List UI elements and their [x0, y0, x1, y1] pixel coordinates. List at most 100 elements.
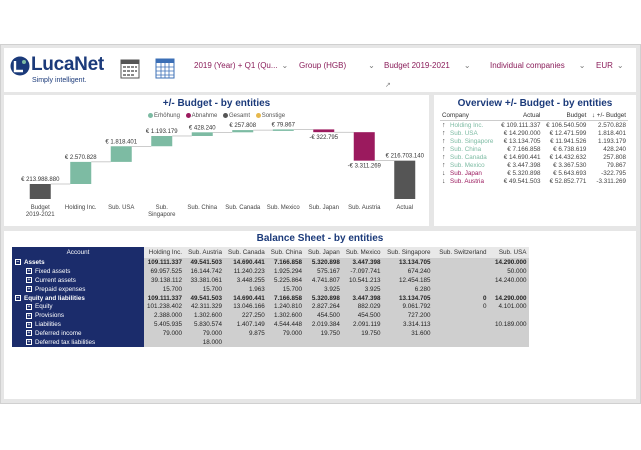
calendar-icon[interactable] [120, 57, 140, 79]
expand-icon[interactable]: + [26, 312, 32, 319]
account-cell: + Deferred tax liabilities [12, 338, 144, 347]
waterfall-bar[interactable] [110, 146, 132, 162]
overview-budget: € 5.643.693 [553, 169, 587, 177]
plan-value: Budget 2019-2021 [384, 61, 450, 70]
balance-cell: 79.000 [185, 329, 226, 339]
balance-col-header[interactable]: Sub. China [267, 247, 305, 258]
balance-cell [144, 338, 186, 347]
balance-cell: 1.963 [225, 284, 268, 294]
balance-col-header[interactable]: Account [12, 247, 144, 258]
collapse-icon[interactable]: − [15, 294, 21, 301]
currency-dropdown[interactable]: EUR ⌄ [596, 61, 624, 75]
balance-cell: 33.381.061 [185, 275, 226, 285]
legend-dot [223, 113, 228, 118]
arrow-down-icon: ↓ [442, 177, 446, 185]
balance-cell: 19.750 [342, 329, 384, 339]
balance-cell: 9.875 [225, 329, 268, 339]
overview-row[interactable]: ↑ Sub. China € 7.166.858 € 6.738.619 428.240 [440, 145, 628, 153]
account-cell: − Assets [12, 258, 144, 267]
expand-icon[interactable]: + [26, 339, 32, 346]
balance-cell: 5.225.864 [267, 275, 305, 285]
legend-item-decrease: Abnahme [185, 113, 217, 119]
overview-row[interactable]: ↑ Sub. USA € 14.290.000 € 12.471.599 1.818.4… [440, 129, 628, 137]
waterfall-bar[interactable] [191, 132, 213, 136]
balance-cell [433, 311, 490, 321]
expand-icon[interactable]: + [26, 321, 32, 328]
overview-row[interactable]: ↑ Sub. Canada € 14.690.441 € 14.432.632 257.… [440, 153, 628, 161]
account-label: Provisions [35, 312, 65, 320]
balance-title: Balance Sheet - by entities [256, 233, 384, 244]
balance-cell: 10.189.000 [489, 320, 530, 330]
overview-row[interactable]: ↓ Sub. Japan € 5.320.898 € 5.643.693 -322.79… [440, 169, 628, 177]
balance-cell: 39.138.112 [144, 275, 186, 285]
plan-dropdown[interactable]: Budget 2019-2021 ⌄ [384, 61, 471, 75]
balance-row[interactable]: + Equity 101.238.402 42.311.329 13.046.166 1.… [12, 302, 530, 312]
waterfall-bar[interactable] [70, 161, 92, 184]
overview-row[interactable]: ↑ Sub. Mexico € 3.447.398 € 3.367.530 79.867 [440, 161, 628, 169]
mouse-cursor-icon: ↗ [385, 82, 391, 89]
balance-row[interactable]: + Prepaid expenses 15.700 15.700 1.963 15.700… [12, 284, 530, 294]
balance-row[interactable]: + Fixed assets 69.957.525 16.144.742 11.240.… [12, 266, 530, 276]
overview-diff: 257.808 [603, 153, 626, 161]
balance-row[interactable]: + Deferred income 79.000 79.000 9.875 79.000 1… [12, 329, 530, 339]
balance-cell: 109.111.337 [144, 293, 186, 303]
waterfall-bar[interactable] [313, 129, 335, 133]
collapse-icon[interactable]: − [15, 259, 21, 266]
balance-col-header[interactable]: Holding Inc. [144, 247, 186, 258]
header-bar: LucaNet Simply intelligent. 2019 (Year) … [4, 48, 636, 92]
period-dropdown[interactable]: 2019 (Year) + Q1 (Qu... ⌄ [194, 61, 288, 75]
waterfall-value-label: -€ 3.311.269 [348, 164, 382, 170]
expand-icon[interactable]: + [26, 285, 32, 292]
balance-row[interactable]: + Provisions 2.388.000 1.302.600 227.250 1.30… [12, 311, 530, 321]
overview-row[interactable]: ↑ Sub. Singapore € 13.134.705 € 11.941.526 1… [440, 137, 628, 145]
waterfall-bar[interactable] [232, 130, 254, 133]
balance-col-header[interactable]: Sub. Singapore [383, 247, 434, 258]
overview-row[interactable]: ↑ Holding Inc. € 109.111.337 € 106.540.509 2… [440, 121, 628, 130]
account-cell: + Equity [12, 302, 144, 312]
waterfall-bar[interactable] [353, 132, 375, 161]
balance-cell [433, 258, 490, 267]
balance-row[interactable]: − Equity and liabilities 109.111.337 49.541… [12, 293, 530, 303]
balance-cell [433, 320, 490, 330]
waterfall-bar[interactable] [394, 160, 416, 199]
expand-icon[interactable]: + [26, 277, 32, 284]
balance-cell: 49.541.503 [185, 293, 226, 303]
balance-col-header[interactable]: Sub. Canada [225, 247, 268, 258]
balance-row[interactable]: + Deferred tax liabilities 18.000 [12, 338, 530, 347]
balance-cell: 882.029 [342, 302, 384, 312]
balance-col-header[interactable]: Sub. Austria [185, 247, 226, 258]
legend-label: Gesamt [229, 113, 251, 120]
overview-company: Sub. Mexico [450, 161, 485, 169]
balance-col-header[interactable]: Sub. Mexico [342, 247, 384, 258]
balance-row[interactable]: + Current assets 39.138.112 33.381.061 3.448… [12, 275, 530, 285]
chevron-down-icon: ⌄ [463, 61, 471, 70]
waterfall-category-label: Holding Inc. [65, 205, 97, 211]
waterfall-bar[interactable] [29, 184, 51, 199]
balance-cell [489, 284, 530, 294]
overview-row[interactable]: ↓ Sub. Austria € 49.541.503 € 52.852.771 -3.… [440, 177, 628, 185]
waterfall-value-label: € 428.240 [189, 125, 216, 131]
balance-row[interactable]: − Assets 109.111.337 49.541.503 14.690.441 7.… [12, 258, 530, 267]
expand-icon[interactable]: + [26, 330, 32, 337]
balance-col-header[interactable]: Sub. Switzerland [433, 247, 490, 258]
waterfall-bar[interactable] [151, 135, 173, 147]
scenario-dropdown[interactable]: Group (HGB) ⌄ [299, 61, 375, 75]
waterfall-bar[interactable] [272, 129, 294, 131]
overview-actual: € 49.541.503 [503, 177, 541, 185]
col-actual[interactable]: Actual [497, 111, 543, 121]
balance-col-header[interactable]: Sub. Japan [304, 247, 343, 258]
col-budget[interactable]: Budget [542, 111, 589, 121]
balance-col-header[interactable]: Sub. USA [489, 247, 530, 258]
expand-icon[interactable]: + [26, 268, 32, 275]
expand-icon[interactable]: + [26, 303, 32, 310]
col-company[interactable]: Company [440, 111, 498, 121]
legend-dot [147, 113, 153, 118]
balance-row[interactable]: + Liabilities 5.405.935 5.830.574 1.407.149 4… [12, 320, 530, 330]
balance-cell [304, 338, 343, 347]
table-grid-icon[interactable] [155, 57, 175, 79]
col-diff[interactable]: ↓ +/- Budget [588, 111, 628, 121]
waterfall-legend: Erhöhung Abnahme Gesamt Sonstige [4, 113, 429, 119]
account-cell: + Provisions [12, 311, 144, 321]
balance-cell: 4.741.807 [304, 275, 343, 285]
companies-dropdown[interactable]: Individual companies ⌄ [490, 61, 585, 75]
